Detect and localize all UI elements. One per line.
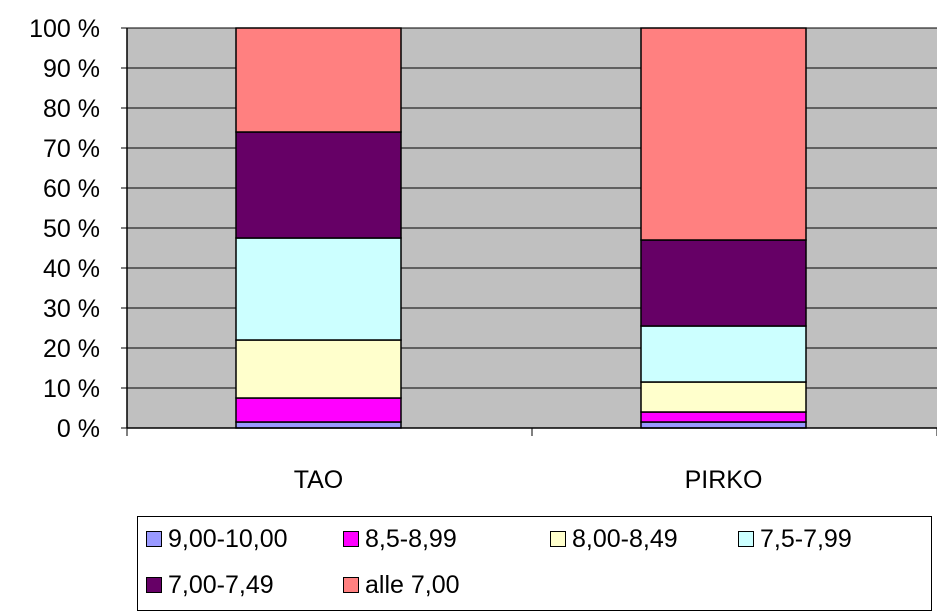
x-category-label: TAO	[294, 466, 344, 494]
legend-swatch	[738, 531, 754, 547]
bar-segment-tao-1	[235, 397, 402, 423]
bar-segment-pirko-5	[640, 27, 807, 241]
bar-segment-tao-3	[235, 237, 402, 341]
x-axis: TAO PIRKO	[126, 28, 937, 494]
y-tick-label: 40 %	[43, 255, 100, 283]
bar-segment-tao-0	[235, 421, 402, 429]
y-tick-label: 30 %	[43, 295, 100, 323]
y-tick-label: 20 %	[43, 335, 100, 363]
y-tick-label: 100 %	[29, 15, 100, 43]
y-tick-label: 60 %	[43, 175, 100, 203]
bar-segment-tao-4	[235, 131, 402, 239]
legend-item: 8,00-8,49	[550, 521, 678, 557]
x-category-label: PIRKO	[685, 466, 763, 494]
legend-swatch	[146, 531, 162, 547]
legend-item: 7,00-7,49	[146, 567, 274, 603]
bar-segment-pirko-2	[640, 381, 807, 413]
bar-segment-tao-2	[235, 339, 402, 399]
y-tick-label: 50 %	[43, 215, 100, 243]
bar-segment-pirko-3	[640, 325, 807, 383]
legend-label: 9,00-10,00	[168, 524, 288, 553]
legend-label: 7,00-7,49	[168, 570, 274, 599]
legend-item: 9,00-10,00	[146, 521, 288, 557]
legend-swatch	[343, 531, 359, 547]
bars	[235, 27, 807, 429]
legend-swatch	[550, 531, 566, 547]
y-tick-label: 80 %	[43, 95, 100, 123]
y-axis-ticks: 0 % 10 % 20 % 30 % 40 % 50 % 60 % 70 % 80 % 90 % 1…	[29, 15, 127, 443]
legend-item: 8,5-8,99	[343, 521, 457, 557]
legend: 9,00-10,00 8,5-8,99 8,00-8,49 7,5-7,99 7,00-…	[137, 516, 932, 611]
bar-segment-pirko-4	[640, 239, 807, 327]
y-tick-label: 70 %	[43, 135, 100, 163]
legend-item: alle 7,00	[343, 567, 460, 603]
y-tick-label: 90 %	[43, 55, 100, 83]
y-tick-label: 0 %	[57, 415, 100, 443]
legend-label: alle 7,00	[365, 570, 460, 599]
legend-item: 7,5-7,99	[738, 521, 852, 557]
legend-label: 8,00-8,49	[572, 524, 678, 553]
legend-label: 8,5-8,99	[365, 524, 457, 553]
bar-segment-pirko-0	[640, 421, 807, 429]
stacked-bar-chart: 0 % 10 % 20 % 30 % 40 % 50 % 60 % 70 % 80 % 90 % 1…	[29, 15, 937, 494]
bar-segment-pirko-1	[640, 411, 807, 423]
legend-label: 7,5-7,99	[760, 524, 852, 553]
y-tick-label: 10 %	[43, 375, 100, 403]
legend-swatch	[343, 577, 359, 593]
legend-swatch	[146, 577, 162, 593]
bar-segment-tao-5	[235, 27, 402, 133]
